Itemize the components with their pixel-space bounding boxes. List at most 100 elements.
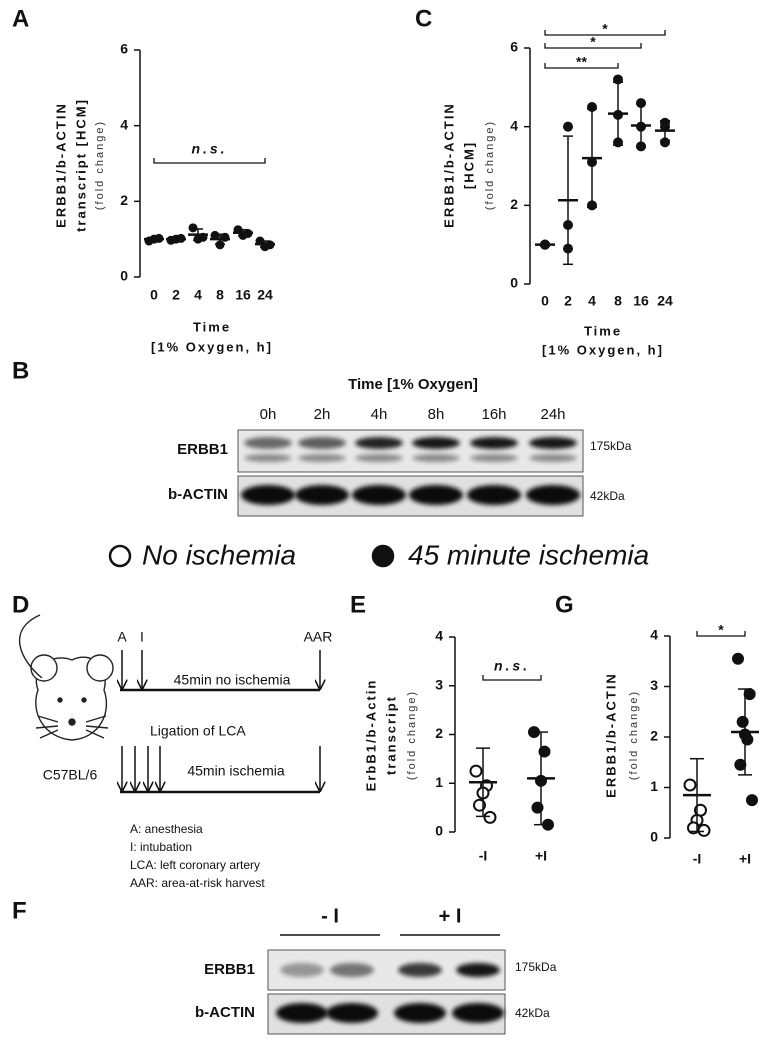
panel-letter: F [12,897,27,924]
y-tick-label: 6 [120,41,128,57]
mouse-icon [18,614,114,741]
band [470,454,518,462]
y-tick-label: 0 [510,275,518,291]
lane-label: 16h [481,406,506,423]
x-tick-label: -I [693,851,702,867]
panel-letter: G [555,591,574,618]
blot-row-label: b-ACTIN [195,1004,255,1021]
ligation-label: Ligation of LCA [150,723,246,739]
legend-marker [371,544,395,568]
significance-bracket [544,30,666,36]
data-point [736,715,749,728]
x-tick-label: 0 [150,287,158,303]
band [241,485,295,505]
blot-row-label: b-ACTIN [168,486,228,503]
y-axis-label: [HCM] [461,141,476,189]
blot-row-label: ERBB1 [204,961,255,978]
y-axis-label: ERBB1/b-ACTIN [603,672,618,798]
y-axis-label: (fold change) [484,120,496,210]
timeline-2 [120,746,320,794]
significance-label: n.s. [494,658,530,674]
band [295,485,349,505]
data-point [697,823,711,837]
key-line: A: anesthesia [130,822,203,836]
timeline-mark: AAR [304,629,333,645]
y-tick-label: 6 [510,39,518,55]
significance-bracket [696,631,746,637]
x-axis-label: Time [584,323,622,338]
data-point [734,758,747,771]
data-point [741,733,754,746]
y-axis-label: transcript [HCM] [73,98,88,232]
band [409,485,463,505]
y-tick-label: 3 [650,677,658,693]
band [244,437,292,449]
significance-label: ** [576,54,587,70]
y-tick-label: 4 [650,627,658,643]
x-axis-label: Time [193,319,231,334]
panel-letter: E [350,591,366,618]
lane-label: 2h [314,406,331,423]
group-label: - I [321,905,339,927]
y-tick-label: 4 [510,117,518,133]
legend-label: No ischemia [142,539,296,570]
x-tick-label: 24 [257,287,273,303]
key-line: I: intubation [130,840,192,854]
y-tick-label: 2 [650,728,658,744]
lane-label: 0h [260,406,277,423]
band [244,454,292,462]
blot-row-label: ERBB1 [177,441,228,458]
band [330,963,374,977]
band [529,437,577,449]
strain-label: C57BL/6 [43,767,98,783]
panel-letter: C [415,5,432,32]
blot-bands [241,437,580,505]
data-point [743,688,756,701]
timeline-mark: I [140,629,144,645]
band [529,454,577,462]
band [456,963,500,977]
y-tick-label: 4 [120,116,128,132]
blot-size: 175kDa [515,960,557,974]
y-tick-label: 0 [650,829,658,845]
panel-letter: A [12,5,29,32]
x-tick-label: +I [535,848,547,864]
timeline-1 [120,650,320,692]
band [412,454,460,462]
y-tick-label: 3 [435,676,443,692]
y-tick-label: 2 [120,192,128,208]
blot-title: Time [1% Oxygen] [348,376,478,393]
x-tick-label: 0 [541,293,549,309]
significance-bracket [544,63,619,69]
y-tick-label: 0 [435,823,443,839]
blot-size: 42kDa [515,1006,550,1020]
x-tick-label: 24 [657,293,673,309]
data-point [483,810,497,824]
data-point [732,652,744,665]
band [355,454,403,462]
y-axis-label: (fold change) [406,690,418,780]
band [298,437,346,449]
band [298,454,346,462]
data-point [469,764,483,778]
legend-label: 45 minute ischemia [408,539,649,570]
key-line: AAR: area-at-risk harvest [130,876,265,890]
blot-frame [237,429,584,473]
x-tick-label: 2 [172,287,180,303]
band [398,963,442,977]
x-tick-label: 16 [235,287,251,303]
significance-bracket [482,675,542,681]
y-axis-label: (fold change) [628,690,640,780]
significance-bracket [544,43,642,49]
x-tick-label: 8 [614,293,622,309]
significance-label: * [718,622,724,638]
y-tick-label: 0 [120,268,128,284]
band [280,963,324,977]
y-tick-label: 2 [435,725,443,741]
panel-letter: B [12,357,29,384]
blot-size: 42kDa [590,489,625,503]
band [352,485,406,505]
band [412,437,460,449]
band [355,437,403,449]
blot-size: 175kDa [590,439,632,453]
